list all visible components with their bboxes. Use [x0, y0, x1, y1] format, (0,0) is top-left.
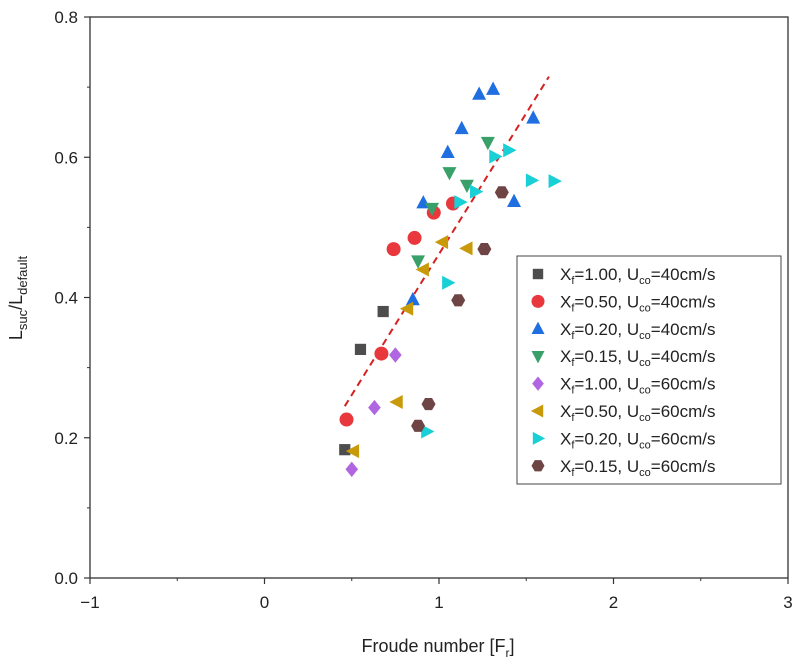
data-points: [339, 81, 562, 478]
y-axis-title: Lsuc/Ldefault: [6, 255, 30, 340]
legend-item: Xf=1.00, Uco=60cm/s: [532, 375, 716, 397]
data-point: [507, 193, 522, 208]
data-point: [486, 81, 501, 95]
axis-ticks: −1 0 1 2 3 0.0 0.2 0.4 0.6 0.8: [54, 8, 792, 612]
data-point: [339, 444, 351, 456]
legend-box: [516, 255, 782, 485]
data-point: [354, 343, 367, 355]
data-point: [407, 230, 422, 245]
y-tick-label: 0.0: [54, 569, 78, 588]
legend-marker: [532, 268, 544, 280]
legend-item: Xf=0.15, Uco=60cm/s: [531, 457, 716, 479]
data-point: [477, 243, 492, 256]
legend-item: Xf=1.00, Uco=40cm/s: [532, 265, 716, 287]
data-point: [480, 136, 495, 151]
data-point: [377, 305, 389, 318]
legend-label: Xf=1.00, Uco=40cm/s: [560, 265, 716, 287]
data-point: [442, 275, 456, 290]
legend-label: Xf=0.50, Uco=40cm/s: [560, 292, 716, 314]
data-point: [459, 179, 474, 193]
legend-label: Xf=0.15, Uco=60cm/s: [560, 457, 716, 479]
series-4: [411, 136, 495, 269]
legend-label: Xf=1.00, Uco=60cm/s: [560, 375, 716, 397]
data-point: [459, 241, 473, 256]
data-point: [411, 419, 426, 432]
legend-item: Xf=0.20, Uco=40cm/s: [531, 320, 716, 342]
data-point: [434, 235, 449, 250]
data-point: [421, 424, 435, 439]
data-point: [451, 294, 466, 307]
legend-label: Xf=0.20, Uco=60cm/s: [560, 429, 716, 451]
data-point: [440, 144, 455, 158]
legend-marker: [532, 431, 546, 445]
data-point: [345, 444, 360, 459]
series-6: [345, 235, 473, 459]
data-point: [405, 291, 420, 306]
x-tick-label: −1: [80, 593, 99, 612]
data-point: [503, 143, 517, 158]
data-point: [389, 347, 402, 363]
legend-label: Xf=0.20, Uco=40cm/s: [560, 320, 716, 342]
legend-item: Xf=0.15, Uco=40cm/s: [531, 347, 716, 369]
data-point: [489, 149, 503, 164]
series-8: [411, 186, 509, 432]
legend: Xf=1.00, Uco=40cm/s Xf=0.50, Uco=40cm/s Xf…: [516, 255, 782, 485]
data-point: [494, 186, 509, 199]
y-tick-label: 0.2: [54, 429, 78, 448]
data-point: [399, 301, 414, 316]
series-3: [405, 81, 541, 306]
series-7: [421, 143, 562, 439]
data-point: [368, 399, 381, 416]
x-tick-label: 2: [609, 593, 618, 612]
legend-marker: [532, 376, 544, 391]
legend-marker: [531, 351, 545, 364]
legend-item: Xf=0.20, Uco=60cm/s: [532, 429, 716, 451]
data-point: [525, 173, 540, 188]
legend-marker: [530, 404, 544, 418]
y-tick-label: 0.8: [54, 8, 78, 27]
legend-label: Xf=0.15, Uco=40cm/s: [560, 347, 716, 369]
data-point: [411, 255, 426, 269]
data-point: [421, 398, 436, 411]
y-tick-label: 0.6: [54, 148, 78, 167]
data-point: [454, 195, 468, 210]
data-point: [442, 167, 457, 181]
data-point: [472, 86, 487, 100]
x-tick-label: 0: [260, 593, 269, 612]
x-axis-title: Froude number [Fr]: [361, 636, 514, 660]
data-point: [386, 242, 401, 257]
data-point: [339, 412, 354, 427]
y-tick-label: 0.4: [54, 289, 78, 308]
x-tick-label: 3: [783, 593, 792, 612]
data-point: [425, 202, 440, 217]
data-point: [454, 120, 469, 135]
series-1: [339, 305, 389, 456]
data-point: [470, 184, 484, 199]
data-point: [389, 394, 403, 409]
legend-marker: [531, 294, 545, 308]
series-2: [339, 196, 460, 427]
data-point: [548, 174, 562, 189]
data-point: [345, 461, 359, 478]
legend-item: Xf=0.50, Uco=60cm/s: [530, 402, 716, 424]
legend-label: Xf=0.50, Uco=60cm/s: [560, 402, 716, 424]
data-point: [374, 346, 389, 361]
legend-item: Xf=0.50, Uco=40cm/s: [531, 292, 716, 314]
legend-marker: [531, 321, 545, 334]
x-tick-label: 1: [434, 593, 443, 612]
legend-marker: [531, 460, 545, 472]
data-point: [415, 262, 429, 277]
data-point: [526, 110, 541, 124]
series-5: [345, 347, 402, 478]
